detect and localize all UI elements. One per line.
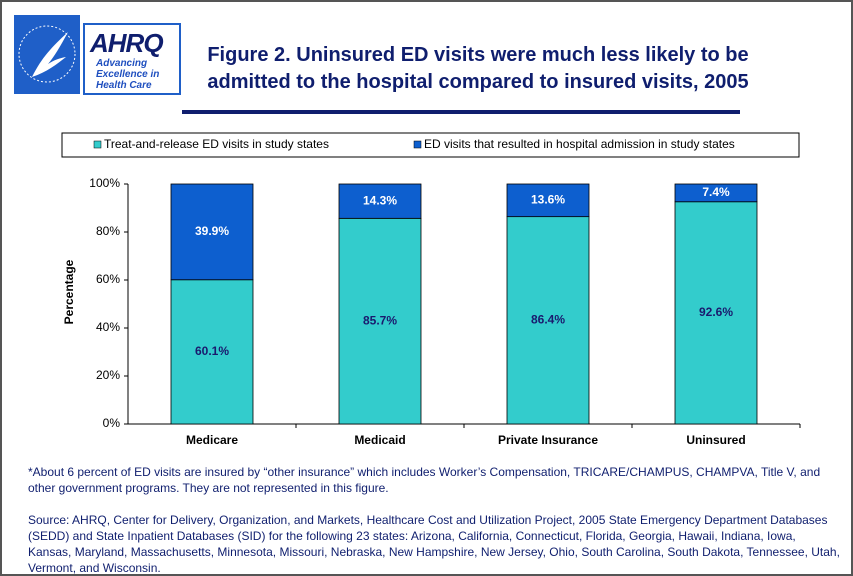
bar-segment <box>674 183 758 203</box>
x-tick-label: Uninsured <box>686 433 745 447</box>
bar-segment <box>506 216 590 425</box>
tagline-line: Health Care <box>96 80 152 91</box>
value-label: 60.1% <box>195 344 229 358</box>
legend-label: ED visits that resulted in hospital admi… <box>424 137 735 151</box>
chart-title: Figure 2. Uninsured ED visits were much … <box>207 44 749 93</box>
value-label: 86.4% <box>531 312 565 326</box>
bar-segment <box>170 279 254 425</box>
footnote: *About 6 percent of ED visits are insure… <box>28 465 821 495</box>
legend-swatch <box>93 140 102 149</box>
bar-segment <box>506 183 590 218</box>
bar-segment <box>338 183 422 219</box>
y-tick-label: 0% <box>103 416 121 430</box>
hhs-eagle <box>32 32 68 77</box>
bar-segment <box>674 201 758 425</box>
y-axis-label: Percentage <box>62 259 76 324</box>
hhs-ring <box>18 25 76 83</box>
legend-label: Treat-and-release ED visits in study sta… <box>104 137 329 151</box>
legend-box <box>61 132 800 158</box>
x-tick-label: Medicare <box>186 433 238 447</box>
y-tick-label: 80% <box>96 224 120 238</box>
y-tick-label: 40% <box>96 320 120 334</box>
value-label: 92.6% <box>699 305 733 319</box>
tagline-line: Excellence in <box>96 69 160 80</box>
value-label: 39.9% <box>195 224 229 238</box>
legend-swatch <box>413 140 422 149</box>
tagline-line: Advancing <box>96 58 148 69</box>
bar-segment <box>170 183 254 281</box>
logo-name: AHRQ <box>90 28 164 58</box>
y-tick-label: 100% <box>89 176 120 190</box>
value-label: 85.7% <box>363 313 397 327</box>
ahrq-logo <box>83 23 181 95</box>
value-label: 14.3% <box>363 193 397 207</box>
logo-tagline: Advancing Excellence in Health Care <box>96 58 159 91</box>
x-tick-label: Medicaid <box>354 433 405 447</box>
value-label: 13.6% <box>531 192 565 206</box>
value-label: 7.4% <box>702 185 730 199</box>
bar-segment <box>338 217 422 425</box>
source: Source: AHRQ, Center for Delivery, Organ… <box>28 513 840 575</box>
y-tick-label: 60% <box>96 272 120 286</box>
x-tick-label: Private Insurance <box>498 433 598 447</box>
y-tick-label: 20% <box>96 368 120 382</box>
title-rule <box>182 110 740 114</box>
